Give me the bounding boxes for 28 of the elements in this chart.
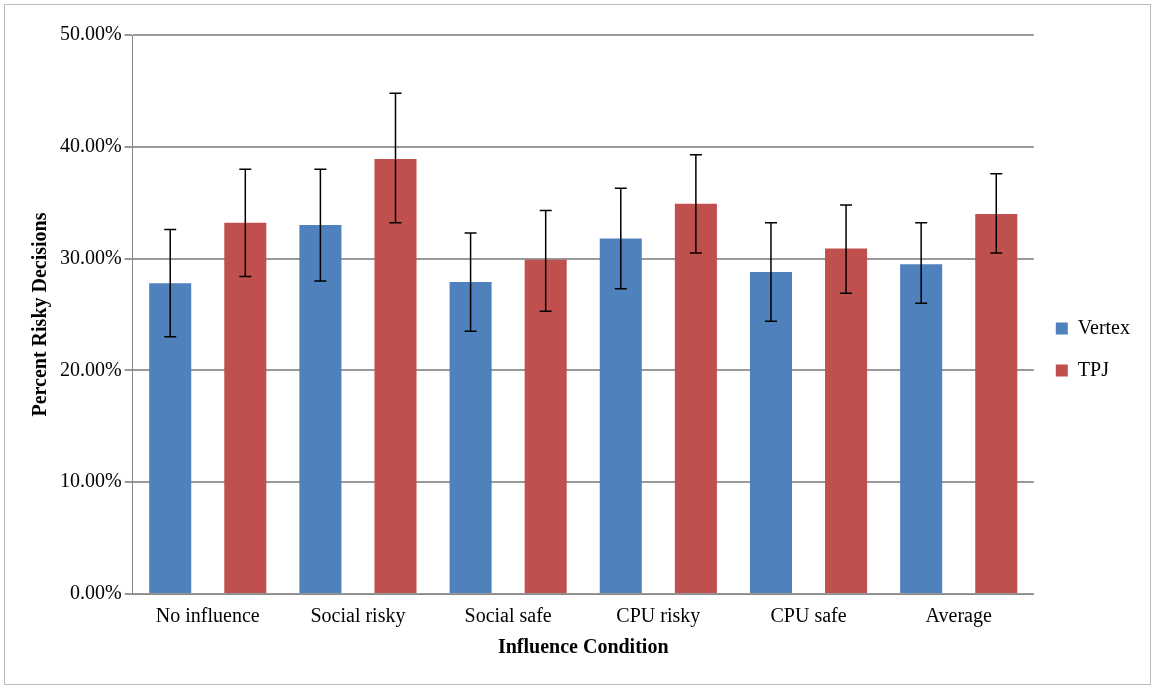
x-axis-title: Influence Condition <box>497 635 669 658</box>
y-tick-label: 10.00% <box>59 469 122 492</box>
y-tick-label: 40.00% <box>59 134 122 157</box>
y-tick-label: 50.00% <box>59 22 122 45</box>
y-tick-label: 0.00% <box>69 581 122 604</box>
bar <box>599 238 642 593</box>
bar <box>299 225 342 593</box>
bar <box>749 272 792 593</box>
y-axis-title: Percent Risky Decisions <box>28 212 52 417</box>
legend-label: Vertex <box>1077 315 1131 338</box>
bar <box>900 264 943 593</box>
x-tick-label: CPU risky <box>616 604 701 628</box>
bar <box>449 282 492 593</box>
legend-label: TPJ <box>1077 357 1110 380</box>
bar <box>224 222 267 593</box>
x-tick-label: Social safe <box>464 604 552 627</box>
y-tick-label: 20.00% <box>59 357 122 380</box>
bar <box>374 159 417 593</box>
x-tick-label: No influence <box>155 604 260 627</box>
bar <box>524 259 567 593</box>
bar <box>825 248 868 593</box>
bar <box>674 203 717 593</box>
y-tick-label: 30.00% <box>59 245 122 268</box>
x-tick-label: Average <box>925 604 992 628</box>
bar <box>149 283 192 593</box>
x-tick-label: CPU safe <box>770 604 847 627</box>
bar <box>975 213 1018 593</box>
x-tick-label: Social risky <box>310 604 406 628</box>
